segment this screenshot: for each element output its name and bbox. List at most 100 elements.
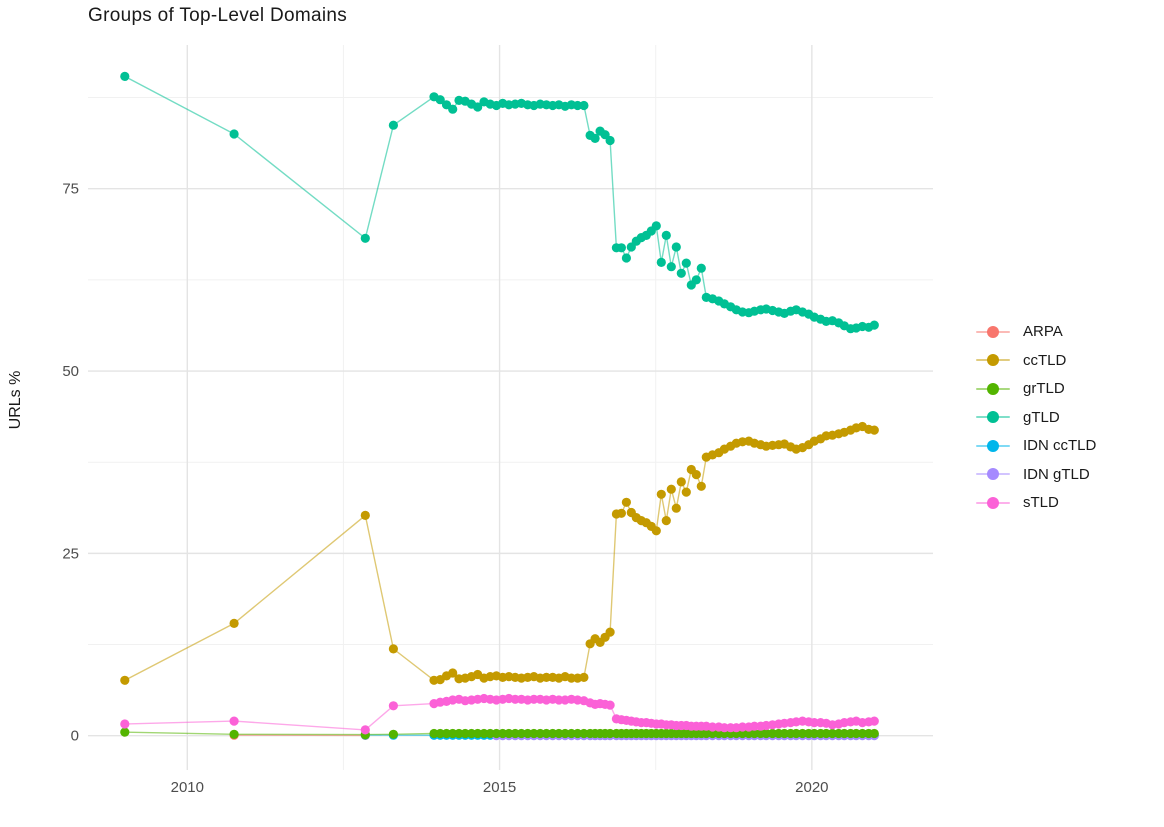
data-point-cctld xyxy=(448,668,458,678)
data-point-gtld xyxy=(435,95,445,105)
legend-label: gTLD xyxy=(1023,408,1060,426)
data-point-grtld xyxy=(737,728,748,739)
data-point-grtld xyxy=(460,728,470,739)
data-point-gtld xyxy=(590,133,600,143)
data-point-grtld xyxy=(857,728,868,739)
data-point-cctld xyxy=(360,510,370,520)
data-point-cctld xyxy=(676,477,686,487)
data-point-grtld xyxy=(605,728,615,739)
data-point-grtld xyxy=(120,727,130,737)
data-point-grtld xyxy=(529,728,539,739)
data-point-cctld xyxy=(651,526,661,536)
data-point-stld xyxy=(229,716,239,726)
idn-gtld-key-icon xyxy=(976,467,1010,481)
data-point-grtld xyxy=(839,728,849,739)
legend: ARPA ccTLD grTLD gTLD IDN ccTLD IDN gTLD… xyxy=(976,321,1096,513)
data-point-grtld xyxy=(435,728,445,739)
data-point-gtld xyxy=(360,233,370,243)
data-point-grtld xyxy=(229,729,239,739)
data-point-gtld xyxy=(651,221,661,231)
data-point-cctld xyxy=(661,516,671,526)
data-point-grtld xyxy=(491,728,501,739)
data-point-grtld xyxy=(707,728,718,739)
data-point-stld xyxy=(869,716,879,726)
legend-item-idn-cctld: IDN ccTLD xyxy=(976,435,1096,456)
data-point-grtld xyxy=(791,728,801,739)
data-point-gtld xyxy=(666,262,676,272)
data-point-cctld xyxy=(541,672,552,683)
data-point-gtld xyxy=(656,257,666,267)
data-point-cctld xyxy=(656,489,666,499)
data-point-stld xyxy=(388,701,398,711)
data-point-grtld xyxy=(516,728,527,739)
data-point-cctld xyxy=(869,425,879,435)
x-tick-label: 2010 xyxy=(171,779,204,796)
data-point-gtld xyxy=(388,120,398,130)
data-point-cctld xyxy=(616,508,627,518)
data-point-stld xyxy=(707,722,718,732)
data-point-stld xyxy=(605,700,615,710)
data-point-grtld xyxy=(541,728,552,739)
data-point-cctld xyxy=(579,672,589,683)
data-point-cctld xyxy=(671,503,681,513)
data-point-cctld xyxy=(691,470,701,480)
y-tick-label: 75 xyxy=(62,181,79,198)
data-point-grtld xyxy=(827,728,838,739)
data-point-gtld xyxy=(229,129,239,139)
x-tick-label: 2015 xyxy=(483,779,516,796)
legend-item-idn-gtld: IDN gTLD xyxy=(976,464,1096,485)
data-point-cctld xyxy=(388,644,398,654)
data-point-grtld xyxy=(560,728,570,739)
legend-label: grTLD xyxy=(1023,380,1065,397)
data-point-gtld xyxy=(573,100,583,111)
data-point-gtld xyxy=(579,100,589,111)
data-point-cctld xyxy=(229,618,239,629)
legend-item-grtld: grTLD xyxy=(976,378,1096,399)
data-point-gtld xyxy=(473,102,483,112)
y-tick-label: 50 xyxy=(62,363,79,380)
gtld-key-icon xyxy=(976,410,1010,424)
legend-item-cctld: ccTLD xyxy=(976,350,1096,371)
legend-label: ccTLD xyxy=(1023,351,1067,369)
data-point-grtld xyxy=(473,728,483,739)
data-point-gtld xyxy=(676,268,686,278)
data-point-cctld xyxy=(696,481,706,491)
data-point-grtld xyxy=(809,728,819,739)
data-point-grtld xyxy=(761,728,771,739)
idn-cctld-key-icon xyxy=(976,439,1010,453)
legend-item-stld: sTLD xyxy=(976,492,1096,513)
x-tick-label: 2020 xyxy=(795,779,828,796)
data-point-gtld xyxy=(869,320,879,330)
legend-label: sTLD xyxy=(1023,494,1059,511)
legend-item-gtld: gTLD xyxy=(976,407,1096,428)
data-point-grtld xyxy=(573,728,583,739)
data-point-stld xyxy=(809,718,819,728)
legend-item-arpa: ARPA xyxy=(976,321,1096,342)
data-point-cctld xyxy=(681,487,691,497)
chart-title: Groups of Top-Level Domains xyxy=(88,5,348,26)
data-point-gtld xyxy=(661,230,671,240)
data-point-gtld xyxy=(691,275,701,285)
data-point-gtld xyxy=(681,258,691,268)
arpa-key-icon xyxy=(976,325,1010,339)
data-point-stld xyxy=(737,722,748,732)
data-point-gtld xyxy=(621,253,632,263)
legend-label: ARPA xyxy=(1023,323,1063,340)
stld-key-icon xyxy=(976,496,1010,510)
data-point-gtld xyxy=(616,243,627,253)
data-point-cctld xyxy=(605,627,615,637)
data-point-gtld xyxy=(448,104,458,114)
data-point-grtld xyxy=(504,728,514,739)
data-point-stld xyxy=(120,719,130,729)
data-point-grtld xyxy=(869,728,879,739)
y-tick-label: 0 xyxy=(71,728,79,745)
data-point-gtld xyxy=(671,242,681,252)
data-point-cctld xyxy=(666,484,676,494)
legend-label: IDN gTLD xyxy=(1023,465,1090,483)
grtld-key-icon xyxy=(976,382,1010,396)
data-point-stld xyxy=(529,694,539,704)
data-point-stld xyxy=(360,725,370,735)
legend-label: IDN ccTLD xyxy=(1023,437,1097,454)
